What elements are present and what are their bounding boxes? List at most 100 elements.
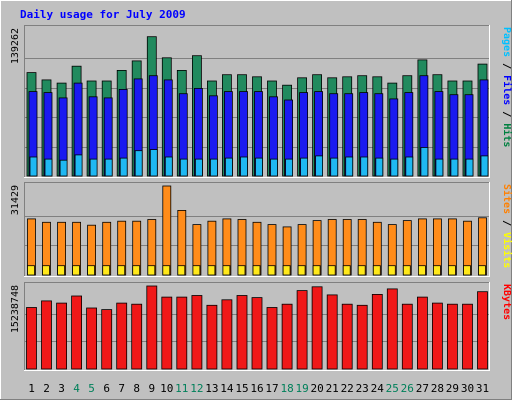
bar-pages-day-9 [149,149,158,177]
bar-visits-day-1 [27,265,35,276]
bar-visits-day-14 [222,265,231,276]
bar-kbytes-day-21 [326,294,338,370]
x-tick-label-day-11: 11 [175,382,188,395]
bar-sites-day-10 [162,185,172,276]
bar-visits-day-10 [162,265,171,276]
bar-pages-day-16 [255,157,263,177]
bar-pages-day-11 [179,158,188,177]
series-label-files: Files [501,75,512,105]
bar-visits-day-28 [432,265,441,276]
bar-pages-day-2 [44,158,53,177]
bar-visits-day-20 [312,265,321,276]
bar-visits-day-30 [463,265,471,276]
bar-visits-day-2 [42,265,50,276]
bar-visits-day-24 [372,265,381,276]
x-tick-label-day-1: 1 [28,382,35,395]
bar-pages-day-24 [375,157,384,177]
x-tick-label-day-2: 2 [43,382,50,395]
bar-kbytes-day-6 [101,309,113,370]
panel-kbytes-max-label: 15238748 [10,285,21,333]
bar-kbytes-day-23 [356,304,368,370]
chart-panels: 139262 Pages / Files / Hits 31429 Sites / V… [10,25,512,371]
bar-kbytes-day-30 [462,303,473,370]
bar-kbytes-day-24 [371,293,383,370]
bar-pages-day-1 [29,156,38,177]
panel-hits: 139262 Pages / Files / Hits [10,25,512,178]
bar-visits-day-29 [447,265,456,276]
label-separator: / [501,57,512,75]
bar-kbytes-day-7 [116,302,128,370]
bar-kbytes-day-19 [296,290,308,370]
bar-visits-day-17 [267,265,276,276]
bar-kbytes-day-12 [191,295,203,370]
series-label-sites: Sites [501,184,512,214]
bar-pages-day-22 [345,156,354,177]
x-tick-label-day-13: 13 [205,382,218,395]
x-tick-label-day-7: 7 [118,382,125,395]
bar-visits-day-22 [342,265,351,276]
bar-pages-day-8 [134,150,143,177]
bar-pages-day-7 [119,157,128,177]
bar-kbytes-day-1 [26,307,37,370]
bar-pages-day-26 [405,156,414,177]
bar-visits-day-5 [87,265,95,276]
panel-kbytes: 15238748 KBytes [10,282,512,371]
bar-visits-day-13 [207,265,216,276]
bar-kbytes-day-27 [416,296,428,370]
x-tick-label-day-9: 9 [148,382,155,395]
bar-pages-day-18 [285,158,294,177]
series-label-hits: Hits [501,123,512,147]
bar-kbytes-day-2 [41,300,52,370]
bar-kbytes-day-5 [86,307,97,370]
x-tick-label-day-24: 24 [371,382,385,395]
bar-visits-day-27 [417,265,426,276]
bar-pages-day-12 [194,158,203,177]
x-tick-label-day-12: 12 [190,382,203,395]
bar-kbytes-day-14 [221,299,233,370]
x-tick-label-day-3: 3 [58,382,65,395]
bar-pages-day-3 [59,159,68,177]
x-tick-label-day-5: 5 [88,382,95,395]
bar-visits-day-4 [72,265,80,276]
series-label-kbytes: KBytes [501,284,512,320]
bar-kbytes-day-18 [281,303,293,370]
x-tick-label-day-29: 29 [446,382,459,395]
bar-visits-day-15 [237,265,246,276]
bar-visits-day-19 [297,265,306,276]
bar-pages-day-4 [74,154,83,177]
bar-kbytes-day-13 [206,304,218,370]
x-tick-label-day-28: 28 [431,382,444,395]
bar-pages-day-10 [164,156,173,177]
bar-pages-day-14 [224,157,233,177]
bar-visits-day-3 [57,265,65,276]
x-tick-label-day-26: 26 [401,382,414,395]
panel-kbytes-series-label: KBytes [501,284,512,320]
bar-kbytes-day-26 [401,303,413,370]
x-tick-label-day-20: 20 [310,382,323,395]
x-tick-label-day-23: 23 [356,382,369,395]
chart-title: Daily usage for July 2009 [20,8,186,21]
bar-kbytes-day-22 [341,303,353,370]
bar-pages-day-20 [315,155,324,177]
bar-pages-day-29 [450,158,459,177]
x-tick-label-day-16: 16 [250,382,263,395]
bar-kbytes-day-11 [176,296,188,370]
x-tick-label-day-10: 10 [160,382,173,395]
x-tick-label-day-25: 25 [386,382,399,395]
bar-kbytes-day-20 [311,286,323,370]
bar-pages-day-28 [435,158,444,177]
bar-kbytes-day-9 [146,285,158,370]
bar-pages-day-19 [300,157,309,177]
bar-visits-day-25 [387,265,396,276]
x-tick-label-day-19: 19 [295,382,308,395]
bar-kbytes-day-31 [477,291,488,370]
bar-pages-day-21 [330,157,339,177]
x-tick-label-day-27: 27 [416,382,429,395]
bar-pages-day-6 [104,158,113,177]
bar-pages-day-15 [240,156,248,177]
bar-visits-day-23 [357,265,366,276]
bar-kbytes-day-17 [266,307,278,370]
x-tick-label-day-31: 31 [476,382,489,395]
bar-pages-day-17 [270,158,278,177]
bar-kbytes-day-4 [71,295,82,370]
